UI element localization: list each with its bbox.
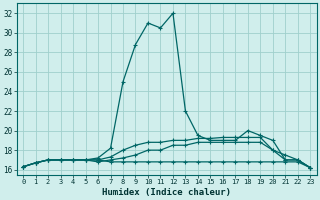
X-axis label: Humidex (Indice chaleur): Humidex (Indice chaleur): [102, 188, 231, 197]
